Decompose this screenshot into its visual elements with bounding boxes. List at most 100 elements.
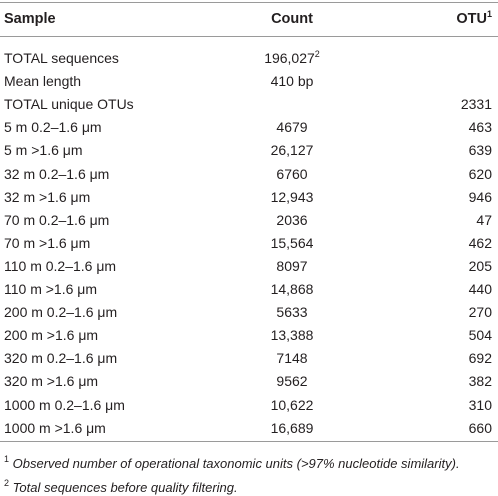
sample-cell-text: 1000 m 0.2–1.6 μm: [4, 396, 125, 413]
count-cell: 16,689: [271, 419, 314, 437]
sample-cell: 200 m 0.2–1.6 μm: [4, 303, 117, 321]
count-cell-text: 6760: [276, 165, 308, 182]
otu-cell: 2331: [461, 95, 492, 113]
count-cell: 15,564: [271, 234, 314, 252]
sample-cell: 5 m 0.2–1.6 μm: [4, 118, 102, 136]
otu-cell-text: 504: [468, 327, 492, 344]
count-cell: 13,388: [271, 326, 314, 344]
count-cell: 10,622: [271, 396, 314, 414]
footnote: 1 Observed number of operational taxonom…: [4, 454, 460, 472]
count-cell: 196,0272: [264, 49, 320, 67]
sample-cell: 320 m 0.2–1.6 μm: [4, 349, 117, 367]
sample-cell: 70 m >1.6 μm: [4, 234, 90, 252]
otu-cell-text: 205: [468, 257, 492, 274]
header-rule: [0, 36, 498, 37]
otu-cell: 310: [469, 396, 492, 414]
otu-cell-text: 692: [468, 350, 492, 367]
sample-cell-text: 5 m >1.6 μm: [4, 142, 83, 159]
footnote-ref: 2: [314, 49, 320, 59]
sample-cell: 1000 m 0.2–1.6 μm: [4, 396, 125, 414]
header-otu: OTU1: [456, 10, 492, 28]
otu-cell: 692: [469, 349, 492, 367]
sample-cell-text: 5 m 0.2–1.6 μm: [4, 119, 102, 136]
count-cell-text: 7148: [276, 350, 308, 367]
sample-cell-text: TOTAL sequences: [4, 50, 119, 66]
count-cell-text: 16,689: [270, 419, 314, 436]
sample-cell: Mean length: [4, 72, 81, 90]
sample-cell: TOTAL unique OTUs: [4, 95, 134, 113]
count-cell-text: 5633: [276, 304, 308, 321]
header-sample: Sample: [4, 10, 56, 28]
otu-cell-text: 660: [468, 419, 492, 436]
count-cell-text: 14,868: [270, 281, 314, 297]
otu-cell-text: 463: [468, 119, 492, 136]
header-otu-text: OTU: [456, 11, 487, 27]
count-cell: 5633: [276, 303, 307, 321]
otu-cell: 47: [476, 211, 492, 229]
otu-cell-text: 639: [468, 142, 492, 159]
sample-cell-text: 110 m >1.6 μm: [4, 281, 98, 297]
sample-cell-text: 320 m 0.2–1.6 μm: [4, 350, 118, 367]
count-cell: 2036: [276, 211, 307, 229]
otu-cell-text: 2331: [460, 96, 492, 113]
sample-cell-text: 320 m >1.6 μm: [4, 373, 99, 390]
footnote-text: Observed number of operational taxonomic…: [12, 456, 460, 471]
footnote-mark: 1: [4, 454, 10, 464]
count-cell-text: 2036: [276, 211, 308, 228]
count-cell-text: 26,127: [270, 142, 314, 159]
count-cell: 12,943: [271, 188, 314, 206]
otu-cell-text: 462: [468, 234, 492, 251]
count-cell-text: 8097: [276, 257, 308, 274]
sample-cell: 110 m 0.2–1.6 μm: [4, 257, 116, 275]
sample-cell: 200 m >1.6 μm: [4, 326, 98, 344]
sample-cell: 110 m >1.6 μm: [4, 280, 97, 298]
count-cell-text: 196,027: [264, 50, 315, 66]
otu-cell: 946: [469, 188, 492, 206]
sample-cell-text: 32 m >1.6 μm: [4, 188, 91, 205]
sample-cell: 1000 m >1.6 μm: [4, 419, 106, 437]
count-cell: 410 bp: [271, 72, 314, 90]
otu-cell-text: 620: [468, 165, 492, 182]
count-cell: 8097: [276, 257, 307, 275]
otu-cell-text: 270: [468, 304, 492, 321]
otu-cell: 463: [469, 118, 492, 136]
bottom-rule: [0, 441, 498, 442]
count-cell: 4679: [276, 118, 307, 136]
sample-cell: 32 m 0.2–1.6 μm: [4, 165, 109, 183]
otu-cell-text: 47: [476, 211, 492, 228]
sample-cell-text: 110 m 0.2–1.6 μm: [4, 257, 117, 274]
sample-cell: 70 m 0.2–1.6 μm: [4, 211, 109, 229]
count-cell: 26,127: [271, 141, 314, 159]
otu-cell: 504: [469, 326, 492, 344]
sample-cell-text: 200 m >1.6 μm: [4, 327, 99, 344]
count-cell-text: 9562: [276, 373, 308, 390]
sample-cell-text: 70 m >1.6 μm: [4, 234, 91, 251]
otu-cell: 620: [469, 165, 492, 183]
count-cell: 9562: [276, 372, 307, 390]
count-cell: 7148: [276, 349, 307, 367]
sample-cell: 320 m >1.6 μm: [4, 372, 98, 390]
otu-cell: 270: [469, 303, 492, 321]
otu-cell-text: 946: [468, 188, 492, 205]
count-cell: 14,868: [271, 280, 314, 298]
footnote: 2 Total sequences before quality filteri…: [4, 478, 238, 496]
otu-cell: 639: [469, 141, 492, 159]
sample-cell: TOTAL sequences: [4, 49, 119, 67]
footnote-mark: 2: [4, 478, 10, 488]
otu-cell: 205: [469, 257, 492, 275]
footnote-text: Total sequences before quality filtering…: [12, 480, 238, 495]
otu-cell: 462: [469, 234, 492, 252]
otu-cell: 660: [469, 419, 492, 437]
sample-cell-text: Mean length: [4, 73, 82, 90]
footnote-ref: 1: [486, 9, 492, 19]
count-cell-text: 12,943: [270, 188, 314, 205]
count-cell-text: 15,564: [270, 234, 314, 251]
count-cell-text: 410 bp: [270, 73, 314, 90]
otu-cell-text: 310: [468, 396, 492, 413]
sample-cell-text: 1000 m >1.6 μm: [4, 419, 106, 436]
count-cell: 6760: [276, 165, 307, 183]
otu-cell-text: 440: [468, 281, 492, 297]
header-count: Count: [271, 10, 313, 28]
sample-cell: 5 m >1.6 μm: [4, 141, 82, 159]
